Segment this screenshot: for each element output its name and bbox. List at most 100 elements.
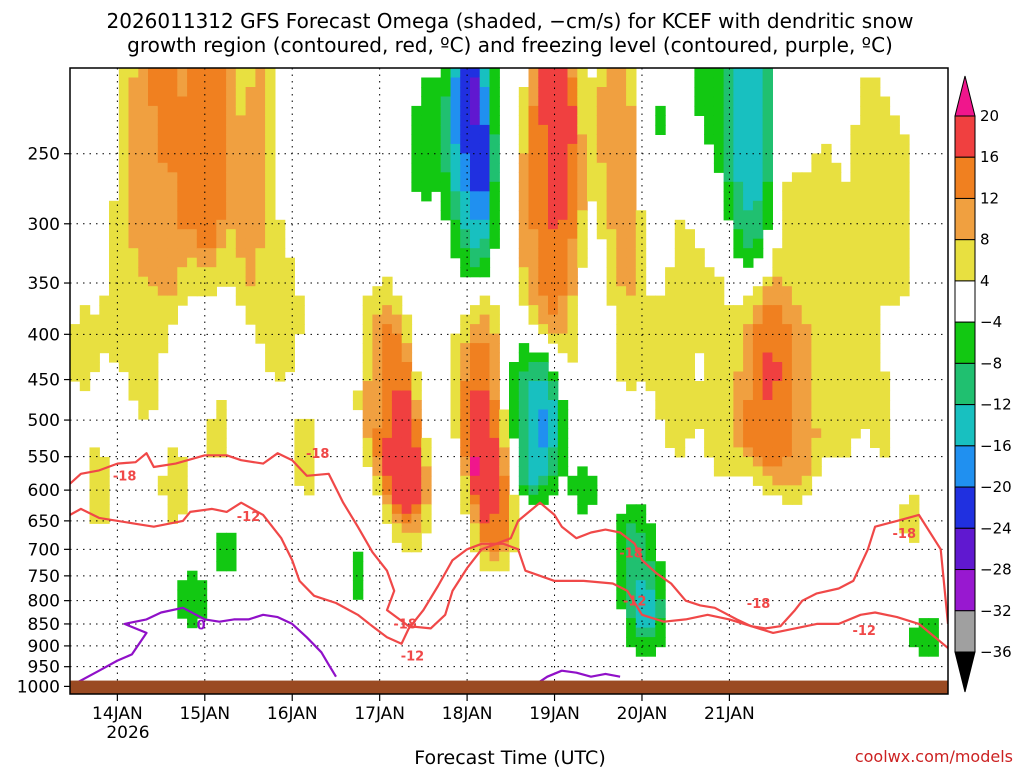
- omega-cell: [138, 362, 149, 373]
- omega-cell: [840, 200, 852, 211]
- omega-cell: [567, 229, 578, 240]
- omega-cell: [626, 77, 637, 88]
- omega-cell: [616, 105, 627, 116]
- omega-cell: [391, 494, 403, 505]
- omega-cell: [421, 466, 432, 477]
- omega-cell: [567, 87, 578, 98]
- omega-cell: [811, 191, 822, 202]
- omega-cell: [557, 295, 569, 306]
- colorbar-swatch: [954, 156, 976, 199]
- omega-cell: [713, 447, 725, 458]
- omega-cell: [626, 343, 637, 354]
- omega-cell: [187, 618, 198, 629]
- omega-cell: [538, 314, 549, 325]
- omega-cell: [723, 314, 734, 325]
- omega-cell: [684, 362, 695, 373]
- omega-cell: [255, 162, 266, 173]
- omega-cell: [557, 257, 569, 268]
- omega-cell: [791, 485, 803, 496]
- omega-cell: [811, 428, 822, 439]
- omega-cell: [830, 219, 842, 230]
- omega-cell: [811, 229, 822, 240]
- omega-cell: [382, 276, 393, 287]
- omega-cell: [460, 418, 471, 429]
- omega-cell: [870, 390, 881, 401]
- omega-cell: [587, 115, 598, 126]
- omega-cell: [187, 580, 198, 591]
- omega-cell: [762, 200, 773, 211]
- omega-cell: [704, 305, 715, 316]
- omega-cell: [909, 532, 920, 543]
- omega-cell: [167, 513, 178, 524]
- omega-cell: [557, 286, 569, 297]
- omega-cell: [528, 124, 539, 135]
- omega-cell: [694, 257, 705, 268]
- omega-cell: [401, 475, 413, 486]
- omega-cell: [860, 172, 871, 183]
- omega-cell: [635, 229, 647, 240]
- omega-cell: [538, 295, 549, 306]
- omega-cell: [821, 390, 832, 401]
- omega-cell: [196, 210, 208, 221]
- omega-cell: [265, 191, 276, 202]
- omega-cell: [274, 343, 286, 354]
- omega-cell: [840, 191, 852, 202]
- omega-cell: [655, 589, 666, 600]
- omega-cell: [879, 381, 891, 392]
- omega-cell: [684, 267, 695, 278]
- omega-cell: [860, 248, 871, 259]
- omega-cell: [655, 599, 666, 610]
- omega-cell: [684, 295, 695, 306]
- omega-cell: [470, 333, 481, 344]
- omega-cell: [401, 456, 413, 467]
- omega-cell: [196, 134, 208, 145]
- omega-cell: [518, 96, 530, 107]
- omega-cell: [138, 381, 149, 392]
- omega-cell: [255, 314, 266, 325]
- omega-cell: [626, 105, 637, 116]
- omega-cell: [616, 77, 627, 88]
- omega-cell: [265, 295, 276, 306]
- omega-cell: [870, 409, 881, 420]
- omega-cell: [255, 248, 266, 259]
- omega-cell: [762, 314, 773, 325]
- omega-cell: [450, 96, 461, 107]
- omega-cell: [626, 637, 637, 648]
- omega-cell: [382, 466, 393, 477]
- omega-cell: [655, 105, 666, 116]
- omega-cell: [411, 134, 422, 145]
- omega-cell: [801, 485, 813, 496]
- omega-cell: [138, 143, 149, 154]
- omega-cell: [391, 343, 403, 354]
- omega-cell: [177, 229, 188, 240]
- y-axis: 2503003504004505005506006507007508008509…: [17, 145, 70, 697]
- omega-cell: [196, 191, 208, 202]
- omega-cell: [821, 162, 832, 173]
- omega-cell: [538, 172, 549, 183]
- omega-cell: [743, 68, 754, 79]
- omega-cell: [216, 418, 227, 429]
- omega-cell: [723, 162, 734, 173]
- omega-cell: [752, 418, 764, 429]
- omega-cell: [821, 238, 832, 249]
- omega-cell: [791, 418, 803, 429]
- omega-cell: [870, 96, 881, 107]
- omega-cell: [889, 191, 900, 202]
- omega-cell: [177, 143, 188, 154]
- omega-cell: [255, 153, 266, 164]
- omega-cell: [548, 134, 559, 145]
- omega-cell: [479, 68, 491, 79]
- omega-cell: [889, 257, 900, 268]
- omega-cell: [840, 286, 852, 297]
- omega-cell: [626, 551, 637, 562]
- omega-cell: [567, 286, 578, 297]
- omega-cell: [118, 124, 130, 135]
- omega-cell: [450, 115, 461, 126]
- omega-cell: [567, 191, 578, 202]
- omega-cell: [782, 447, 793, 458]
- omega-cell: [606, 124, 617, 135]
- omega-cell: [177, 191, 188, 202]
- omega-cell: [128, 96, 139, 107]
- omega-cell: [616, 371, 627, 382]
- omega-cell: [704, 115, 715, 126]
